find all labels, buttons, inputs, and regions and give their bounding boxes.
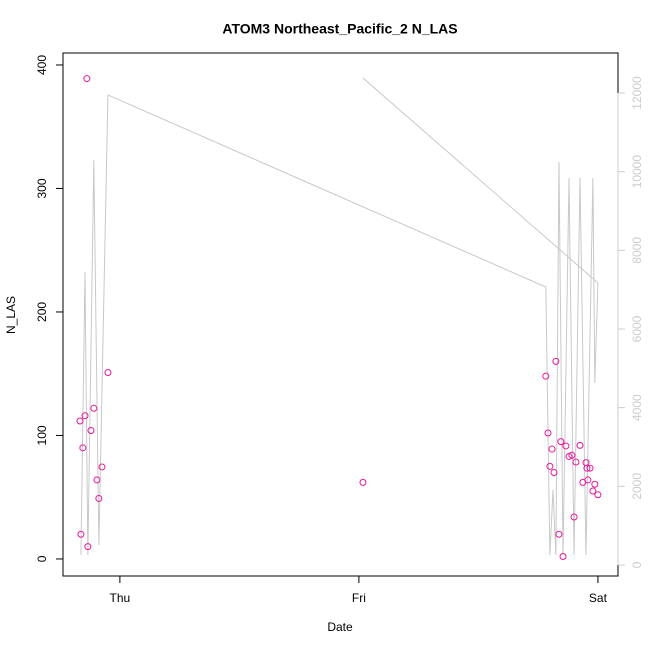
data-point — [586, 464, 594, 472]
data-point — [93, 476, 101, 484]
data-point — [544, 429, 552, 437]
data-point — [584, 476, 592, 484]
data-point — [104, 368, 112, 376]
data-point — [570, 513, 578, 521]
data-point — [546, 462, 554, 470]
x-tick-label: Sat — [589, 591, 608, 605]
data-point — [552, 357, 560, 365]
y2-tick-label: 10000 — [630, 155, 644, 189]
data-point — [81, 412, 89, 420]
data-point — [90, 404, 98, 412]
x-axis-label: Date — [327, 620, 353, 634]
y2-tick-label: 0 — [630, 561, 644, 568]
x-tick-label: Thu — [110, 591, 131, 605]
data-point — [568, 451, 576, 459]
data-line — [80, 77, 599, 556]
data-point — [572, 458, 580, 466]
data-point — [79, 444, 87, 452]
data-point — [76, 417, 84, 425]
x-tick-label: Fri — [352, 591, 366, 605]
data-point — [87, 427, 95, 435]
y2-tick-label: 12000 — [630, 76, 644, 110]
y-tick-label: 300 — [35, 178, 49, 198]
plot-box — [62, 52, 619, 577]
data-point — [84, 543, 92, 551]
data-point — [95, 494, 103, 502]
data-point — [359, 478, 367, 486]
y-axis-label: N_LAS — [4, 296, 18, 334]
y2-tick-label: 4000 — [630, 394, 644, 421]
y-tick-label: 100 — [35, 425, 49, 445]
data-point — [576, 441, 584, 449]
chart-title: ATOM3 Northeast_Pacific_2 N_LAS — [222, 21, 457, 37]
y2-tick-label: 8000 — [630, 237, 644, 264]
data-point — [555, 530, 563, 538]
data-point — [562, 442, 570, 450]
data-point — [98, 463, 106, 471]
data-point — [591, 480, 599, 488]
data-point — [583, 464, 591, 472]
data-point — [77, 530, 85, 538]
data-point — [83, 75, 91, 83]
data-point — [589, 487, 597, 495]
y-tick-label: 400 — [35, 55, 49, 75]
data-point — [594, 491, 602, 499]
data-point — [548, 445, 556, 453]
y2-tick-label: 2000 — [630, 473, 644, 500]
data-point — [559, 552, 567, 560]
y-tick-label: 200 — [35, 302, 49, 322]
data-point — [542, 372, 550, 380]
data-point — [550, 469, 558, 477]
data-point — [557, 438, 565, 446]
y2-tick-label: 6000 — [630, 315, 644, 342]
y-tick-label: 0 — [35, 555, 49, 562]
